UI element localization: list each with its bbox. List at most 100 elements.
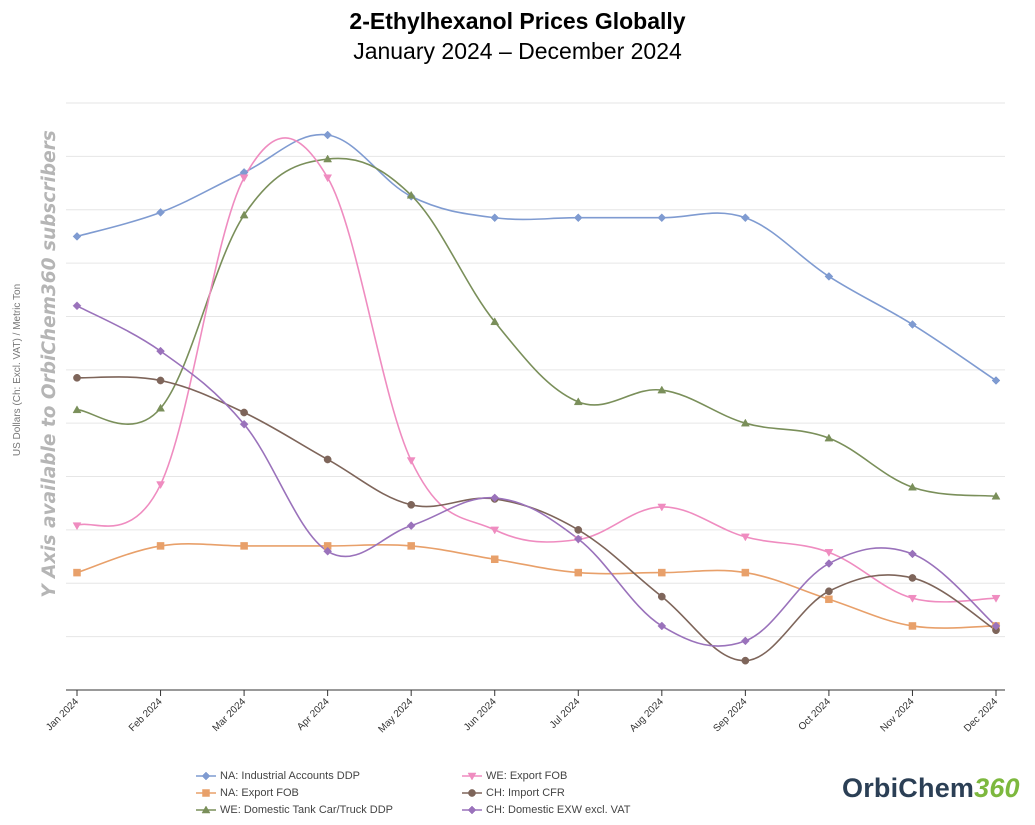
legend-marker <box>467 805 477 815</box>
legend-swatch <box>196 771 216 781</box>
legend-marker <box>468 789 476 797</box>
data-point <box>741 656 750 665</box>
data-point <box>156 208 165 217</box>
data-point <box>824 433 834 442</box>
data-point <box>323 154 333 163</box>
y-axis-watermark: Y Axis available to OrbiChem360 subscrib… <box>39 130 60 598</box>
data-point <box>740 533 750 542</box>
data-point <box>407 542 415 550</box>
orbichem-logo: OrbiChem360 <box>842 773 1020 803</box>
legend-swatch <box>196 805 216 814</box>
series-markers <box>72 130 1001 665</box>
data-point <box>240 408 248 417</box>
data-point <box>741 213 750 223</box>
legend-item[interactable]: WE: Domestic Tank Car/Truck DDP <box>196 801 393 819</box>
x-tick-label: May 2024 <box>376 696 415 735</box>
data-point <box>657 621 667 631</box>
x-tick-label: Jul 2024 <box>548 696 583 731</box>
x-tick-label: Sep 2024 <box>711 696 749 734</box>
data-point <box>239 210 249 219</box>
data-point <box>72 405 82 414</box>
x-axis: Jan 2024 Feb 2024 Mar 2024 Apr 2024 May 2024… <box>44 689 1005 735</box>
data-point <box>573 397 583 406</box>
data-point <box>156 346 165 356</box>
data-point <box>407 500 416 509</box>
legend-item[interactable]: WE: Export FOB <box>462 767 567 785</box>
data-point <box>490 213 500 223</box>
legend-marker <box>467 772 477 781</box>
data-point <box>825 587 833 596</box>
data-point <box>908 549 917 559</box>
data-point <box>406 521 416 530</box>
data-point <box>490 317 500 326</box>
y-axis-label: US Dollars (Ch: Excl. VAT) / Metric Ton <box>12 284 23 456</box>
data-point <box>908 482 917 491</box>
data-point <box>573 534 583 544</box>
data-point <box>323 455 332 464</box>
x-tick-label: Jun 2024 <box>462 696 499 733</box>
data-point <box>72 232 82 241</box>
data-point <box>490 555 499 564</box>
data-point <box>240 542 248 550</box>
chart-subtitle: January 2024 – December 2024 <box>353 38 682 64</box>
data-point <box>825 595 833 604</box>
data-point <box>908 320 917 329</box>
data-point <box>323 130 332 140</box>
data-point <box>156 376 165 385</box>
data-point <box>658 568 666 577</box>
gridlines <box>66 102 1005 638</box>
legend-item[interactable]: NA: Industrial Accounts DDP <box>196 767 360 785</box>
data-point <box>72 522 82 531</box>
legend-swatch <box>196 789 216 797</box>
data-point <box>908 594 917 603</box>
legend-label: NA: Export FOB <box>220 787 299 799</box>
series-line-4 <box>76 376 997 662</box>
data-point <box>574 568 583 577</box>
legend-item[interactable]: NA: Export FOB <box>196 784 299 802</box>
data-point <box>657 592 666 601</box>
data-point <box>323 546 332 556</box>
legend-swatch <box>462 772 482 781</box>
series-line-2 <box>76 157 997 498</box>
legend-label: NA: Industrial Accounts DDP <box>220 770 361 782</box>
data-point <box>574 526 583 534</box>
x-tick-label: Aug 2024 <box>628 696 666 734</box>
data-point <box>657 503 667 512</box>
data-point <box>741 636 750 646</box>
data-point <box>824 272 834 281</box>
data-point <box>740 418 750 427</box>
data-point <box>323 174 333 183</box>
series-line-5 <box>76 305 997 647</box>
series-line-1 <box>76 542 997 629</box>
data-point <box>490 526 500 535</box>
data-point <box>406 190 416 199</box>
series-line-0 <box>76 133 997 382</box>
data-point <box>72 301 82 311</box>
data-point <box>991 594 1001 603</box>
data-point <box>908 622 917 630</box>
data-point <box>991 376 1001 385</box>
data-point <box>991 621 1001 631</box>
data-point <box>490 493 500 503</box>
data-point <box>156 481 165 490</box>
data-point <box>824 549 834 557</box>
legend-marker <box>201 805 211 814</box>
series-lines <box>76 133 997 662</box>
data-point <box>657 385 667 394</box>
legend-item[interactable]: CH: Domestic EXW excl. VAT <box>462 801 630 819</box>
data-point <box>156 542 165 550</box>
x-tick-label: Feb 2024 <box>127 696 165 734</box>
series-line-3 <box>76 137 997 603</box>
data-point <box>73 373 81 382</box>
x-tick-label: Nov 2024 <box>879 696 917 734</box>
legend-marker <box>202 789 210 797</box>
data-point <box>824 559 834 568</box>
legend-label: WE: Domestic Tank Car/Truck DDP <box>220 804 393 816</box>
legend-swatch <box>462 805 482 815</box>
data-point <box>239 419 249 429</box>
data-point <box>156 403 165 412</box>
data-point <box>908 574 917 582</box>
data-point <box>73 568 81 577</box>
chart-title: 2-Ethylhexanol Prices Globally <box>349 8 686 34</box>
legend-item[interactable]: CH: Import CFR <box>462 784 565 802</box>
